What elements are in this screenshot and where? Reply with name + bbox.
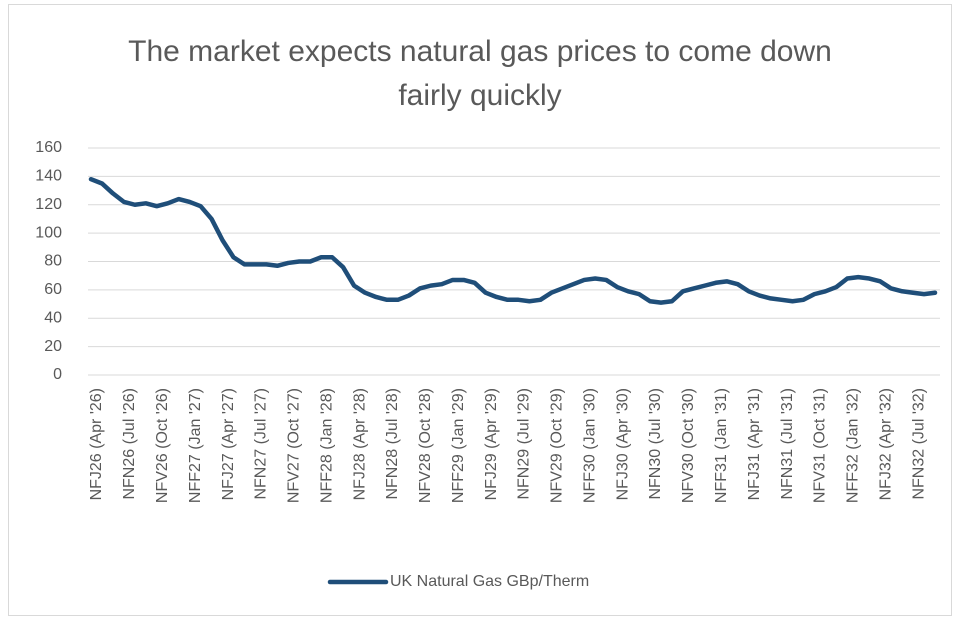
y-tick-label: 160 xyxy=(35,139,62,156)
x-tick-label: NFV30 (Oct '30) xyxy=(680,388,697,503)
x-tick-label: NFN26 (Jul '26) xyxy=(121,388,138,500)
x-tick-label: NFJ28 (Apr '28) xyxy=(351,388,368,500)
y-tick-label: 80 xyxy=(44,253,62,270)
x-tick-label: NFF31 (Jan '31) xyxy=(713,388,730,503)
x-tick-label: NFN28 (Jul '28) xyxy=(384,388,401,500)
y-tick-label: 40 xyxy=(44,309,62,326)
x-tick-label: NFF28 (Jan '28) xyxy=(318,388,335,503)
series-line xyxy=(88,176,938,305)
x-tick-label: NFV29 (Oct '29) xyxy=(549,388,566,503)
x-tick-label: NFV31 (Oct '31) xyxy=(812,388,829,503)
x-tick-label: NFJ29 (Apr '29) xyxy=(483,388,500,500)
y-tick-label: 20 xyxy=(44,338,62,355)
x-tick-label: NFF29 (Jan '29) xyxy=(450,388,467,503)
y-tick-label: 60 xyxy=(44,281,62,298)
x-tick-label: NFV27 (Oct '27) xyxy=(286,388,303,503)
x-tick-label: NFV26 (Oct '26) xyxy=(154,388,171,503)
y-tick-label: 120 xyxy=(35,196,62,213)
legend-label: UK Natural Gas GBp/Therm xyxy=(390,573,589,590)
chart-title: The market expects natural gas prices to… xyxy=(128,35,832,112)
x-tick-label: NFF32 (Jan '32) xyxy=(845,388,862,503)
x-tick-label: NFJ26 (Apr '26) xyxy=(88,388,105,500)
chart-frame xyxy=(8,4,952,616)
x-tick-label: NFN29 (Jul '29) xyxy=(516,388,533,500)
x-tick-label: NFV28 (Oct '28) xyxy=(417,388,434,503)
y-tick-label: 140 xyxy=(35,168,62,185)
x-tick-label: NFJ31 (Apr '31) xyxy=(746,388,763,500)
x-tick-label: NFF27 (Jan '27) xyxy=(187,388,204,503)
x-tick-label: NFF30 (Jan '30) xyxy=(581,388,598,503)
x-tick-label: NFN30 (Jul '30) xyxy=(647,388,664,500)
x-tick-label: NFJ32 (Apr '32) xyxy=(877,388,894,500)
x-tick-label: NFN32 (Jul '32) xyxy=(910,388,927,500)
y-tick-label: 0 xyxy=(53,366,62,383)
x-tick-label: NFJ30 (Apr '30) xyxy=(614,388,631,500)
x-tick-label: NFN31 (Jul '31) xyxy=(779,388,796,500)
x-tick-label: NFJ27 (Apr '27) xyxy=(220,388,237,500)
y-tick-label: 100 xyxy=(35,224,62,241)
x-tick-label: NFN27 (Jul '27) xyxy=(253,388,270,500)
